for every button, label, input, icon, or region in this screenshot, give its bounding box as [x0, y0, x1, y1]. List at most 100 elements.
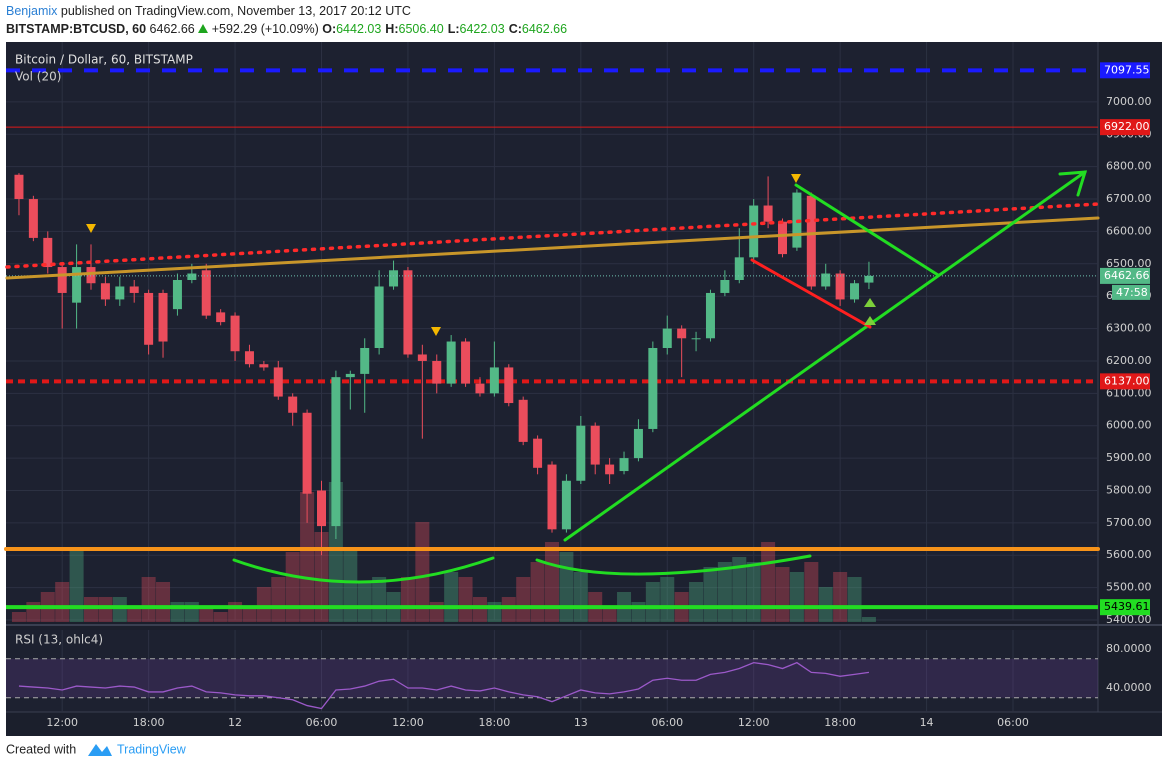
candle-body	[144, 292, 154, 345]
candle-body	[72, 267, 82, 303]
volume-bar	[372, 577, 387, 622]
x-tick-label: 06:00	[651, 716, 683, 729]
volume-bar	[11, 612, 26, 622]
volume-bar	[55, 582, 70, 622]
trend-line	[750, 258, 872, 329]
volume-bar	[314, 532, 329, 622]
y-tick-label: 5900.00	[1106, 451, 1152, 464]
x-tick-label: 14	[920, 716, 934, 729]
footer-brand[interactable]: TradingView	[117, 742, 187, 756]
price-label: 6137.00	[1104, 374, 1150, 387]
candle-body	[763, 205, 773, 222]
volume-title: Vol (20)	[15, 70, 61, 84]
marker	[86, 224, 96, 233]
volume-bar	[26, 602, 41, 622]
volume-bar	[602, 607, 617, 622]
x-tick-label: 18:00	[824, 716, 856, 729]
ohlc: O:6442.03 H:6506.40 L:6422.03 C:6462.66	[322, 22, 571, 36]
y-tick-label: 5500.00	[1106, 581, 1152, 594]
candle-body	[504, 367, 514, 404]
candle-body	[403, 270, 413, 355]
candle-body	[417, 354, 427, 361]
volume-bar	[645, 582, 660, 622]
header-line: BITSTAMP:BTCUSD, 60 6462.66 +592.29 (+10…	[6, 22, 571, 36]
marker	[791, 174, 801, 183]
rsi-band	[6, 658, 1098, 698]
y-tick-label: 6600.00	[1106, 224, 1152, 237]
volume-bar	[242, 607, 257, 622]
y-tick-label: 6700.00	[1106, 192, 1152, 205]
ohlc-value: 6462.66	[521, 22, 568, 36]
volume-bar	[400, 577, 415, 622]
candle-body	[778, 221, 788, 255]
volume-bar	[717, 562, 732, 622]
footer-text: Created with	[6, 742, 76, 756]
marker	[864, 298, 876, 307]
volume-bar	[789, 572, 804, 622]
candle-body	[518, 399, 528, 442]
candle-body	[244, 351, 254, 365]
volume-bar	[761, 542, 776, 622]
ohlc-label: L:	[447, 22, 460, 36]
y-tick-label: 6800.00	[1106, 160, 1152, 173]
author[interactable]: Benjamix	[6, 4, 58, 18]
candle-body	[360, 348, 370, 374]
price-label-bg	[1100, 599, 1150, 616]
candle-body	[821, 273, 831, 287]
volume-bar	[170, 602, 185, 622]
x-tick-label: 18:00	[479, 716, 511, 729]
axis-layer: 5400.00 5500.00 5600.00 5700.00 5800.00 5900.…	[46, 62, 1152, 729]
volume-bar	[256, 587, 271, 622]
price-label-bg	[1100, 62, 1150, 79]
candle-body	[734, 257, 744, 280]
candle-body	[489, 367, 499, 394]
y-tick-label: 5700.00	[1106, 516, 1152, 529]
volume-bar	[429, 602, 444, 622]
candle-body	[648, 348, 658, 429]
candle-body	[547, 464, 557, 530]
candle-body	[374, 286, 384, 348]
price-label: 7097.55	[1104, 63, 1150, 76]
rsi-line	[18, 661, 870, 710]
trend-line	[5, 216, 1100, 280]
rsi-tick-label: 40.0000	[1106, 681, 1152, 694]
volume-bar	[516, 577, 531, 622]
rsi-tick-label: 80.0000	[1106, 642, 1152, 655]
candle-body	[590, 425, 600, 465]
candle-body	[331, 377, 341, 527]
volume-bar	[631, 602, 646, 622]
volume-bar	[199, 607, 214, 622]
candle-body	[28, 199, 38, 238]
x-tick-label: 06:00	[306, 716, 338, 729]
y-tick-label: 6000.00	[1106, 419, 1152, 432]
trend-line	[5, 202, 1100, 269]
candle-body	[259, 364, 269, 368]
y-tick-label: 7000.00	[1106, 95, 1152, 108]
curve	[535, 554, 812, 576]
published: published on TradingView.com, November 1…	[60, 4, 411, 18]
volume-bar	[573, 572, 588, 622]
volume-bar	[127, 607, 142, 622]
ohlc-value: 6422.03	[459, 22, 505, 36]
rsi-title: RSI (13, ohlc4)	[15, 633, 103, 647]
volume-bar	[501, 597, 516, 622]
candle-body	[691, 338, 701, 340]
volume-bar	[818, 587, 833, 622]
y-tick-label: 5600.00	[1106, 548, 1152, 561]
candle-body	[677, 328, 687, 339]
arrow	[563, 170, 1087, 542]
drawings	[4, 170, 1100, 584]
main-pane	[6, 42, 1098, 620]
volume-bar	[530, 562, 545, 622]
candle-body	[129, 286, 139, 293]
ohlc-label: H:	[385, 22, 399, 36]
up-icon	[198, 24, 209, 33]
candle-body	[187, 273, 197, 280]
candle-body	[273, 367, 283, 397]
x-tick-label: 06:00	[997, 716, 1029, 729]
volume-bar	[660, 577, 675, 622]
volume-bar	[804, 562, 819, 622]
footer-bg	[0, 736, 1162, 768]
